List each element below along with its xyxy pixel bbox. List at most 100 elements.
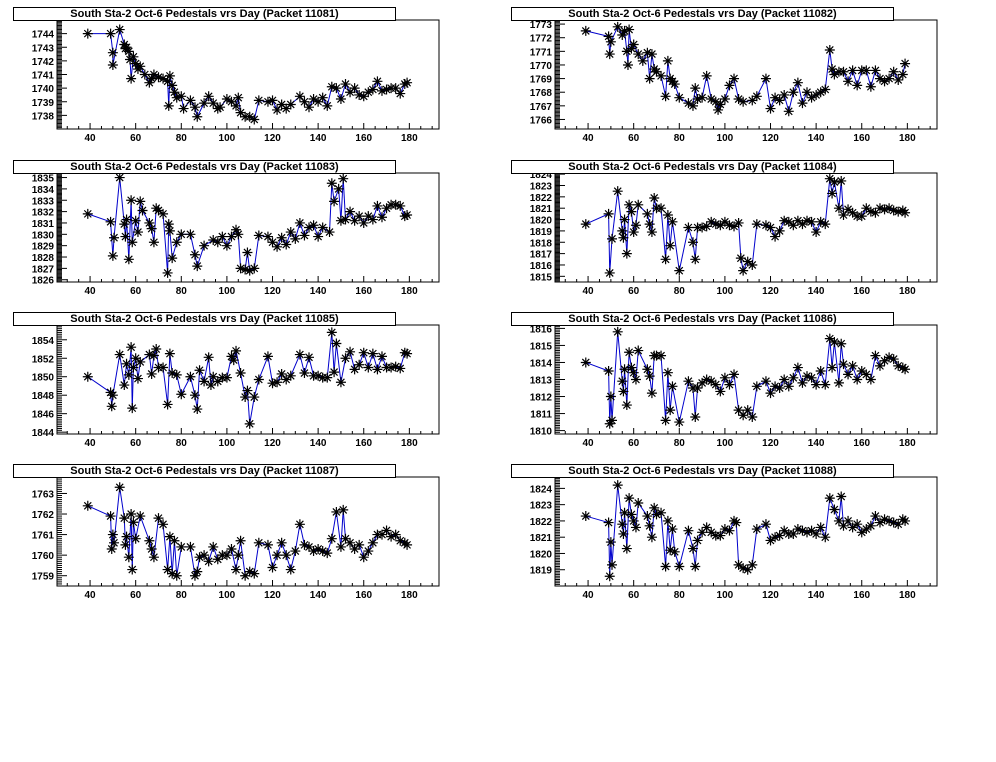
series-line-segment xyxy=(153,518,159,558)
data-point-marker xyxy=(836,338,847,349)
data-point-marker xyxy=(630,374,641,385)
x-tick-label: 160 xyxy=(853,590,870,601)
series-line-segment xyxy=(285,554,292,570)
data-point-marker xyxy=(724,80,735,91)
data-point-marker xyxy=(326,81,337,92)
data-point-marker xyxy=(244,566,255,577)
series-line-segment xyxy=(687,530,694,549)
data-point-marker xyxy=(162,267,173,278)
data-point-marker xyxy=(760,73,771,84)
data-point-marker xyxy=(167,568,178,579)
data-point-marker xyxy=(123,552,134,563)
series-line-segment xyxy=(751,528,758,565)
plot-panel-11088: South Sta-2 Oct-6 Pedestals vrs Day (Pac… xyxy=(511,464,951,616)
data-point-marker xyxy=(249,114,260,125)
y-tick-label: 1811 xyxy=(530,410,552,421)
data-point-marker xyxy=(162,564,173,575)
data-point-marker xyxy=(618,386,629,397)
series-line-segment xyxy=(333,188,340,202)
data-point-marker xyxy=(192,566,203,577)
series-line-segment xyxy=(338,188,342,221)
data-point-marker xyxy=(349,364,360,375)
series-line-segment xyxy=(585,362,609,372)
data-point-marker xyxy=(884,203,895,214)
data-point-marker xyxy=(130,58,141,69)
data-point-marker xyxy=(153,205,164,216)
x-axis: 40 60 80 100 120 140 160 180 xyxy=(66,428,433,449)
data-point-marker xyxy=(333,183,344,194)
data-point-marker xyxy=(646,388,657,399)
data-point-marker xyxy=(272,241,283,252)
y-tick-label: 1766 xyxy=(530,115,553,126)
series-line-segment xyxy=(285,231,292,245)
data-point-marker xyxy=(733,559,744,570)
data-point-marker xyxy=(626,509,637,520)
series-line-segment xyxy=(833,341,840,383)
series-line-segment xyxy=(340,509,344,547)
data-point-marker xyxy=(82,500,93,511)
data-point-marker xyxy=(217,231,228,242)
data-point-marker xyxy=(235,368,246,379)
series-line-segment xyxy=(706,75,712,100)
series-line-segment xyxy=(267,356,274,384)
data-point-marker xyxy=(189,102,200,113)
series-line-segment xyxy=(162,524,169,570)
data-series xyxy=(82,24,413,125)
x-tick-label: 160 xyxy=(853,286,870,297)
x-axis: 40 60 80 100 120 140 160 180 xyxy=(66,123,433,144)
y-axis: 1810 1811 1812 1813 1814 1815 1816 xyxy=(530,324,565,438)
series-line-segment xyxy=(815,221,822,233)
data-point-marker xyxy=(843,515,854,526)
data-point-marker xyxy=(710,379,721,390)
data-point-marker xyxy=(340,533,351,544)
series-line-segment xyxy=(678,530,689,567)
data-point-marker xyxy=(304,102,315,113)
x-tick-label: 60 xyxy=(628,133,640,144)
data-point-marker xyxy=(262,231,273,242)
data-point-marker xyxy=(212,554,223,565)
data-point-marker xyxy=(148,237,159,248)
series-line-segment xyxy=(792,367,799,379)
data-point-marker xyxy=(203,352,214,363)
y-axis: 1766 1767 1768 1769 1770 1771 1772 1773 xyxy=(530,19,565,130)
y-tick-label: 1814 xyxy=(530,358,553,369)
data-point-marker xyxy=(349,215,360,226)
y-tick-label: 1850 xyxy=(32,373,55,384)
data-point-marker xyxy=(331,338,342,349)
data-point-marker xyxy=(624,24,635,35)
data-point-marker xyxy=(208,371,219,382)
data-point-marker xyxy=(151,344,162,355)
data-point-marker xyxy=(774,530,785,541)
plot-panel-11087: South Sta-2 Oct-6 Pedestals vrs Day (Pac… xyxy=(13,464,453,616)
y-tick-label: 1822 xyxy=(530,193,553,204)
data-point-marker xyxy=(376,351,387,362)
data-point-marker xyxy=(603,517,614,528)
series-line-segment xyxy=(824,498,831,538)
data-point-marker xyxy=(221,240,232,251)
x-tick-label: 60 xyxy=(628,286,640,297)
series-line-segment xyxy=(326,538,333,554)
data-point-marker xyxy=(852,374,863,385)
data-point-marker xyxy=(605,391,616,402)
series-line-segment xyxy=(829,497,835,510)
data-point-marker xyxy=(372,200,383,211)
data-point-marker xyxy=(82,28,93,39)
x-tick-label: 100 xyxy=(717,286,734,297)
series-line-segment xyxy=(128,200,132,260)
data-point-marker xyxy=(164,225,175,236)
series-line-segment xyxy=(303,357,310,374)
data-point-marker xyxy=(733,405,744,416)
data-point-marker xyxy=(824,493,835,504)
series-line-segment xyxy=(660,208,667,260)
series-line-segment xyxy=(751,224,758,266)
data-series xyxy=(82,327,413,429)
data-point-marker xyxy=(228,355,239,366)
data-point-marker xyxy=(580,511,591,522)
x-tick-label: 100 xyxy=(219,590,236,601)
data-point-marker xyxy=(617,225,628,236)
data-point-marker xyxy=(751,524,762,535)
data-point-marker xyxy=(683,98,694,109)
series-line-segment xyxy=(608,213,611,273)
x-tick-label: 60 xyxy=(130,286,142,297)
